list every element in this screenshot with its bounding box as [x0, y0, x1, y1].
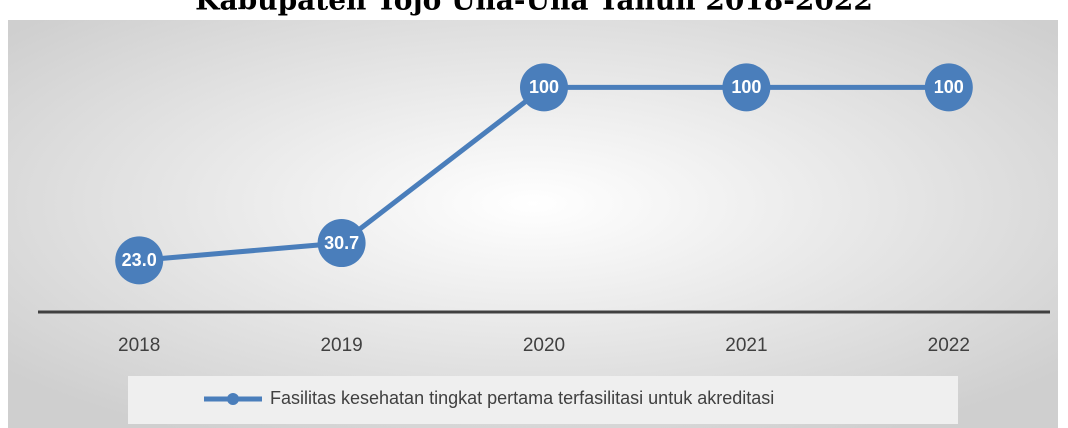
x-tick-label: 2022 — [928, 335, 970, 356]
data-label: 100 — [529, 77, 559, 97]
x-tick-label: 2020 — [523, 335, 565, 356]
data-label: 30.7 — [324, 233, 359, 253]
chart-title: Kabupaten Tojo Una-Una Tahun 2018-2022 — [195, 0, 873, 17]
legend-label: Fasilitas kesehatan tingkat pertama terf… — [270, 388, 774, 408]
data-label: 23.0 — [122, 250, 157, 270]
legend-marker — [227, 393, 239, 405]
marker — [520, 63, 568, 112]
x-tick-label: 2018 — [118, 335, 160, 356]
x-tick-label: 2021 — [725, 335, 767, 356]
marker — [924, 63, 973, 112]
data-label: 100 — [731, 77, 761, 97]
marker — [115, 236, 164, 285]
x-tick-label: 2019 — [320, 335, 362, 356]
marker — [722, 63, 771, 112]
marker — [317, 219, 366, 268]
data-label: 100 — [934, 77, 964, 97]
legend-box — [128, 376, 958, 424]
